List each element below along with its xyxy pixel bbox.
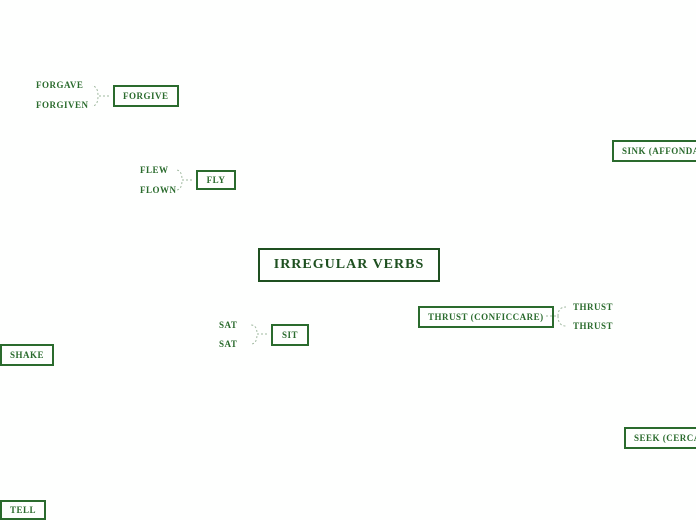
leaf-thrust1: thrust	[573, 302, 613, 312]
node-seek: seek (cercare)	[624, 427, 696, 449]
node-fly: fly	[196, 170, 236, 190]
leaf-forgave: forgave	[36, 80, 83, 90]
leaf-flew: flew	[140, 165, 169, 175]
node-thrust: thrust (conficcare)	[418, 306, 554, 328]
center-node: IRREGULAR VERBS	[258, 248, 440, 282]
leaf-forgiven: forgiven	[36, 100, 89, 110]
node-shake: shake	[0, 344, 54, 366]
leaf-thrust2: thrust	[573, 321, 613, 331]
leaf-sat1: sat	[219, 320, 237, 330]
leaf-sat2: sat	[219, 339, 237, 349]
node-sit: sit	[271, 324, 309, 346]
node-tell: tell	[0, 500, 46, 520]
leaf-flown: flown	[140, 185, 177, 195]
node-forgive: forgive	[113, 85, 179, 107]
node-sink: sink (affondar	[612, 140, 696, 162]
